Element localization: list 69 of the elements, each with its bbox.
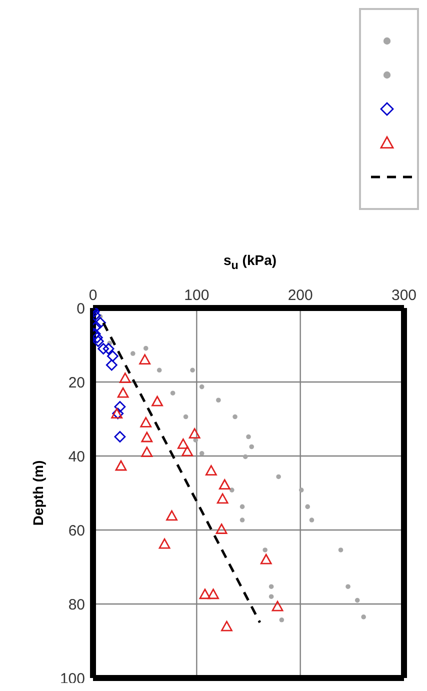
point bbox=[199, 451, 204, 456]
y-tick-label: 20 bbox=[68, 374, 85, 392]
point bbox=[188, 428, 200, 438]
point bbox=[240, 504, 245, 510]
point bbox=[232, 414, 238, 420]
point bbox=[346, 584, 350, 590]
y-axis-title: Depth (m) bbox=[30, 460, 46, 526]
x-tick-label: 200 bbox=[288, 287, 313, 304]
point bbox=[218, 479, 230, 490]
y-tick-label: 40 bbox=[68, 448, 85, 466]
y-tick-label: 60 bbox=[68, 522, 85, 540]
point bbox=[114, 401, 126, 412]
point bbox=[249, 444, 254, 450]
point bbox=[240, 518, 245, 522]
x-tick-label: 300 bbox=[391, 287, 417, 304]
point bbox=[140, 417, 152, 428]
point bbox=[141, 432, 153, 442]
point bbox=[262, 548, 268, 552]
point bbox=[309, 518, 314, 522]
point bbox=[143, 346, 148, 351]
point bbox=[205, 465, 217, 476]
point bbox=[106, 350, 118, 362]
point bbox=[242, 454, 248, 460]
point bbox=[141, 446, 153, 457]
point bbox=[208, 588, 219, 600]
x-axis-title: s$_{u}$ (kPa) bbox=[222, 252, 278, 272]
point bbox=[246, 434, 251, 440]
point bbox=[230, 488, 234, 492]
point bbox=[106, 359, 118, 371]
x-tick-label: 100 bbox=[184, 287, 210, 304]
point bbox=[177, 438, 189, 449]
point bbox=[260, 554, 272, 564]
point bbox=[199, 384, 204, 390]
point bbox=[114, 431, 126, 442]
point bbox=[152, 396, 163, 406]
point bbox=[338, 548, 344, 552]
point bbox=[268, 594, 274, 599]
point bbox=[158, 538, 170, 549]
point bbox=[156, 368, 162, 373]
point bbox=[115, 460, 127, 471]
point bbox=[268, 584, 274, 590]
point bbox=[361, 614, 366, 620]
point bbox=[102, 343, 114, 354]
x-tick-label: 0 bbox=[88, 287, 98, 304]
point bbox=[98, 343, 110, 354]
point bbox=[199, 588, 211, 600]
point bbox=[298, 488, 304, 492]
point bbox=[276, 474, 281, 480]
point bbox=[305, 504, 310, 510]
point bbox=[166, 510, 178, 521]
point bbox=[216, 524, 228, 534]
point bbox=[216, 493, 228, 504]
point bbox=[190, 368, 195, 373]
point bbox=[94, 317, 106, 328]
y-tick-label: 0 bbox=[76, 300, 85, 318]
point bbox=[139, 354, 151, 364]
point bbox=[119, 372, 131, 383]
point bbox=[182, 446, 194, 456]
point bbox=[272, 600, 284, 612]
point bbox=[183, 414, 188, 420]
point bbox=[130, 351, 136, 356]
point bbox=[279, 618, 284, 622]
point bbox=[170, 390, 176, 396]
point bbox=[216, 398, 221, 403]
point bbox=[221, 620, 232, 632]
point bbox=[354, 598, 360, 603]
point bbox=[93, 336, 104, 347]
point bbox=[117, 387, 129, 398]
y-tick-label: 80 bbox=[68, 596, 85, 614]
